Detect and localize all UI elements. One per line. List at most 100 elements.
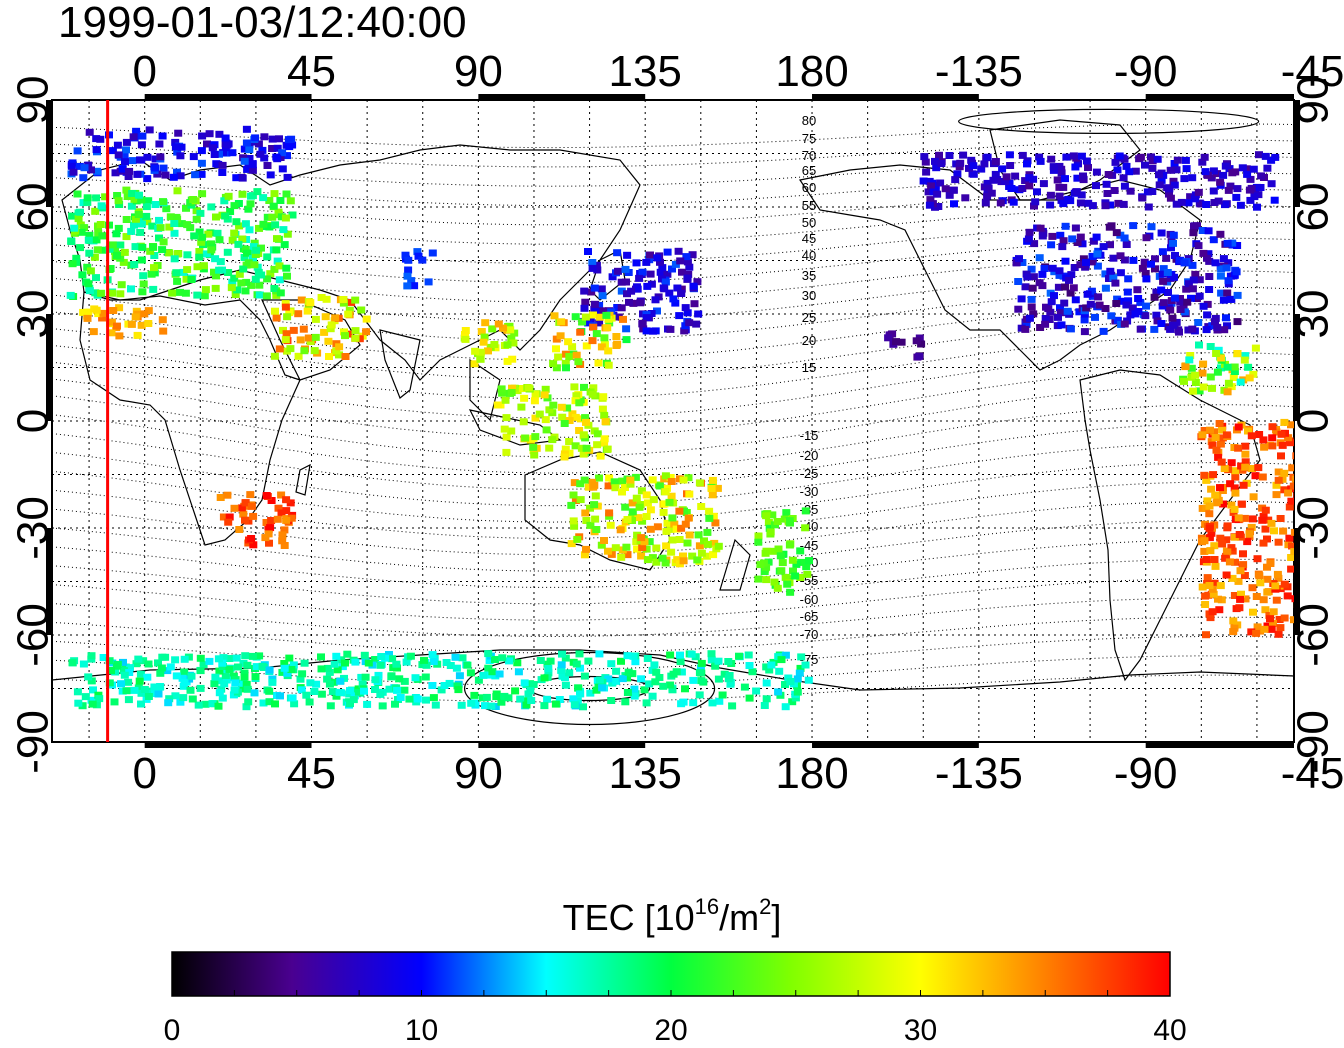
tec-cell [1233,318,1242,326]
tec-cell [707,485,716,492]
bottom-lon-tick-label: -45 [1281,749,1344,798]
tec-cell [635,274,644,282]
tec-cell [1171,252,1179,259]
tec-region-india [460,319,519,368]
tec-cell [1079,255,1088,263]
tec-cell [1188,174,1197,182]
tec-cell [1059,200,1068,208]
tec-cell [158,132,167,140]
tec-cell [1048,264,1057,272]
tec-cell [191,171,200,179]
tec-cell [158,316,167,324]
tec-cell [1229,617,1238,625]
tec-cell [626,480,635,488]
tec-cell [76,208,84,216]
tec-cell [1106,267,1115,275]
tec-cell [663,270,672,278]
tec-cell [564,338,573,346]
tec-cell [623,251,632,259]
tec-cell [371,676,380,684]
tec-cell [675,312,684,320]
tec-cell [514,668,523,676]
tec-cell [422,661,431,669]
tec-cell [1180,308,1189,316]
tec-cell [266,270,275,278]
magnetic-latitude-label: -25 [800,466,819,481]
tec-cell [277,509,286,517]
tec-cell [255,652,264,660]
tec-cell [239,265,248,273]
tec-cell [1208,384,1216,392]
tec-cell [607,660,616,668]
tec-cell [576,328,585,336]
tec-cell [1070,264,1079,271]
tec-cell [582,418,590,426]
tec-cell [629,652,638,660]
tec-cell [1233,185,1242,193]
tec-cell [165,223,174,231]
magnetic-latitude-line [52,352,1294,419]
tec-cell [413,248,422,256]
tec-cell [1112,300,1121,307]
tec-cell [478,694,487,702]
tec-cell [223,141,232,149]
tec-cell [1212,499,1221,507]
tec-cell [268,145,277,152]
tec-cell [597,285,606,293]
tec-cell [1207,485,1216,493]
tec-cell [791,694,800,702]
plot-frame [51,99,1295,743]
tec-cell [1227,544,1236,552]
tec-cell [282,190,291,198]
tec-cell [1222,571,1231,579]
tec-cell [108,289,116,297]
tec-cell [190,232,199,240]
tec-cell [677,700,686,708]
tec-cell [789,567,797,575]
tec-cell [68,260,77,268]
tec-cell [617,278,626,286]
tec-cell [980,160,989,168]
tec-cell [1253,203,1261,211]
tec-cell [1157,320,1166,327]
tec-cell [497,385,506,393]
top-lon-tick-label: 45 [287,47,336,96]
magnetic-latitude-label: 15 [802,360,816,375]
tec-cell [210,268,218,276]
tec-cell [202,250,211,258]
tec-cell [1176,306,1185,313]
tec-cell [149,285,158,293]
tec-cell [196,209,205,217]
tec-cell [589,384,598,392]
tec-cell [173,187,182,195]
tec-cell [277,491,286,499]
tec-cell [977,165,986,173]
tec-cell [604,361,613,369]
tec-cell [410,282,419,290]
tec-cell [603,324,612,332]
tec-cell [122,233,131,241]
tec-cell [1263,575,1272,583]
tec-cell [84,280,93,288]
tec-cell [176,288,184,296]
tec-cell [1018,151,1027,159]
tec-cell [114,151,123,159]
tec-cell [122,138,131,146]
tec-cell [651,678,660,686]
tec-cell [119,258,128,266]
tec-cell [1266,560,1275,567]
tec-cell [1012,259,1021,267]
tec-cell [74,215,83,223]
tec-cell [689,699,698,707]
right-tick-band [1294,314,1300,421]
tec-cell [665,289,674,297]
right-lat-tick-label: 90 [1289,76,1338,125]
tec-cell [178,674,187,682]
tec-cell [1169,177,1178,185]
tec-cell [457,701,466,709]
magnetic-latitude-line [52,500,1294,556]
tec-cell [715,697,724,705]
tec-cell [580,476,589,484]
tec-cell [1228,574,1237,582]
tec-cell [224,269,233,276]
